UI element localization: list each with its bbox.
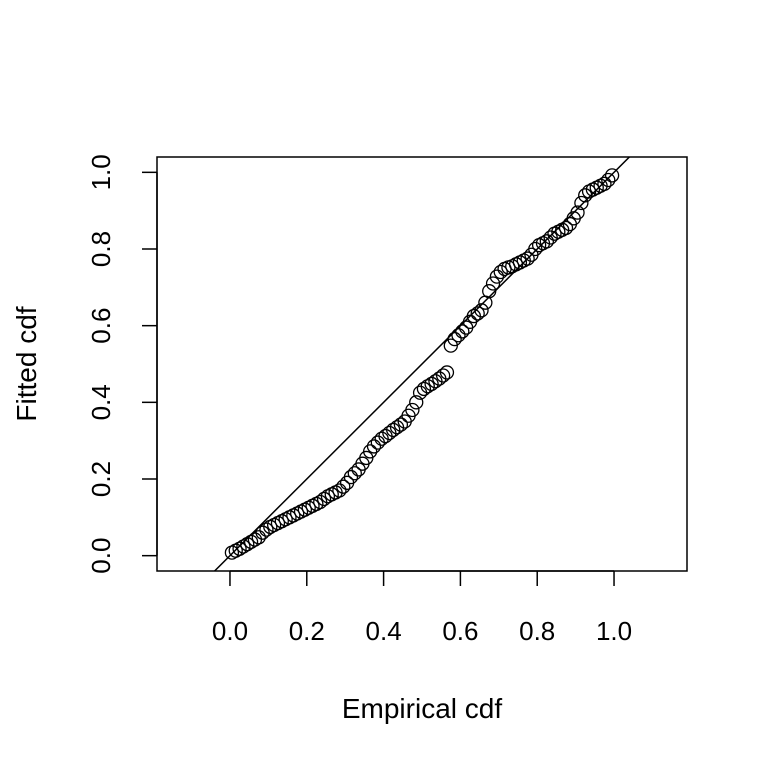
x-tick-label: 0.4 bbox=[366, 616, 402, 646]
data-point bbox=[482, 284, 497, 299]
y-tick-label: 0.8 bbox=[86, 231, 116, 267]
x-axis-title: Empirical cdf bbox=[342, 693, 502, 724]
data-point bbox=[236, 539, 251, 554]
data-point bbox=[243, 534, 259, 550]
data-point bbox=[574, 195, 589, 211]
data-point bbox=[370, 435, 385, 450]
data-point bbox=[343, 469, 359, 485]
data-point bbox=[601, 172, 616, 188]
y-axis-title: Fitted cdf bbox=[11, 306, 42, 421]
data-point bbox=[455, 324, 470, 339]
x-axis: 0.0 0.2 0.4 0.6 0.8 1.0 bbox=[212, 570, 632, 646]
data-point bbox=[539, 234, 554, 249]
data-point bbox=[420, 379, 435, 394]
x-tick-label: 0.0 bbox=[212, 616, 248, 646]
x-tick-label: 0.2 bbox=[289, 616, 325, 646]
y-axis: 0.0 0.2 0.4 0.6 0.8 1.0 bbox=[86, 154, 158, 574]
y-tick-label: 0.2 bbox=[86, 461, 116, 497]
data-point bbox=[447, 331, 462, 347]
y-tick-label: 0.6 bbox=[86, 308, 116, 344]
x-tick-label: 1.0 bbox=[596, 616, 632, 646]
data-point bbox=[451, 328, 466, 343]
data-point bbox=[424, 376, 439, 392]
data-point bbox=[386, 422, 401, 438]
y-tick-label: 0.4 bbox=[86, 384, 116, 420]
data-point bbox=[604, 168, 620, 183]
data-point bbox=[332, 483, 347, 498]
data-point bbox=[558, 220, 574, 236]
data-point bbox=[232, 541, 247, 556]
data-point bbox=[520, 251, 535, 266]
data-point bbox=[240, 537, 255, 552]
data-point bbox=[489, 269, 505, 284]
data-point bbox=[570, 205, 585, 220]
y-tick-label: 0.0 bbox=[86, 538, 116, 574]
y-tick-label: 1.0 bbox=[86, 154, 116, 190]
data-point bbox=[393, 417, 409, 432]
data-point bbox=[363, 444, 378, 459]
data-point bbox=[251, 530, 266, 545]
data-point bbox=[405, 402, 420, 418]
data-point bbox=[439, 365, 455, 380]
x-tick-label: 0.8 bbox=[519, 616, 555, 646]
data-point bbox=[470, 306, 485, 321]
data-point bbox=[474, 303, 489, 318]
data-point bbox=[493, 264, 508, 280]
data-point bbox=[366, 439, 382, 454]
data-point bbox=[485, 276, 501, 291]
data-point bbox=[435, 368, 451, 383]
data-points bbox=[224, 168, 620, 560]
data-point bbox=[597, 176, 612, 191]
data-point bbox=[316, 491, 332, 507]
data-point bbox=[347, 466, 362, 481]
data-point bbox=[416, 381, 432, 397]
x-tick-label: 0.6 bbox=[442, 616, 478, 646]
data-point bbox=[336, 479, 351, 494]
data-point bbox=[259, 522, 274, 537]
data-point bbox=[409, 395, 424, 410]
